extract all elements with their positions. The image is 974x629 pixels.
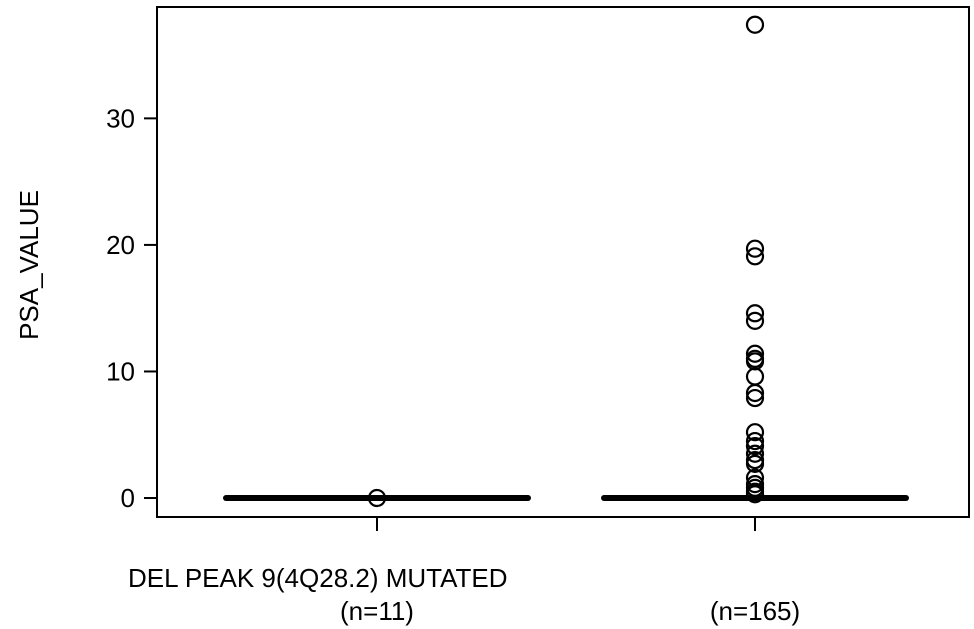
y-axis-label: PSA_VALUE <box>14 190 44 340</box>
y-tick-label: 20 <box>106 230 135 260</box>
outlier-point <box>745 437 765 456</box>
outlier-point <box>745 444 765 463</box>
outlier-point <box>745 431 765 451</box>
outlier-point <box>745 344 765 363</box>
outlier-point <box>745 247 765 266</box>
box-group-1 <box>223 488 531 508</box>
y-axis: 0 10 20 30 <box>106 103 157 513</box>
outlier-point <box>745 239 765 258</box>
outlier-point <box>745 388 765 408</box>
outlier-point <box>745 423 765 442</box>
plot-layer <box>223 15 909 508</box>
x-axis-caption: DEL PEAK 9(4Q28.2) MUTATED <box>128 563 508 593</box>
outlier-point <box>745 304 765 323</box>
outlier-point <box>745 383 765 403</box>
outlier-point <box>745 367 765 386</box>
x-axis: (n=11) (n=165) <box>340 517 800 626</box>
box-group-2 <box>601 15 909 504</box>
x-group-label: (n=165) <box>710 596 800 626</box>
y-tick-label: 30 <box>106 103 135 133</box>
plot-frame <box>156 6 970 518</box>
outlier-point <box>745 454 765 473</box>
outlier-point <box>745 485 765 504</box>
y-tick-label: 10 <box>106 356 135 386</box>
outlier-point <box>745 311 765 330</box>
outlier-point <box>745 15 765 34</box>
outlier-point <box>367 488 387 508</box>
y-tick-label: 0 <box>121 483 135 513</box>
x-group-label: (n=11) <box>340 596 414 626</box>
